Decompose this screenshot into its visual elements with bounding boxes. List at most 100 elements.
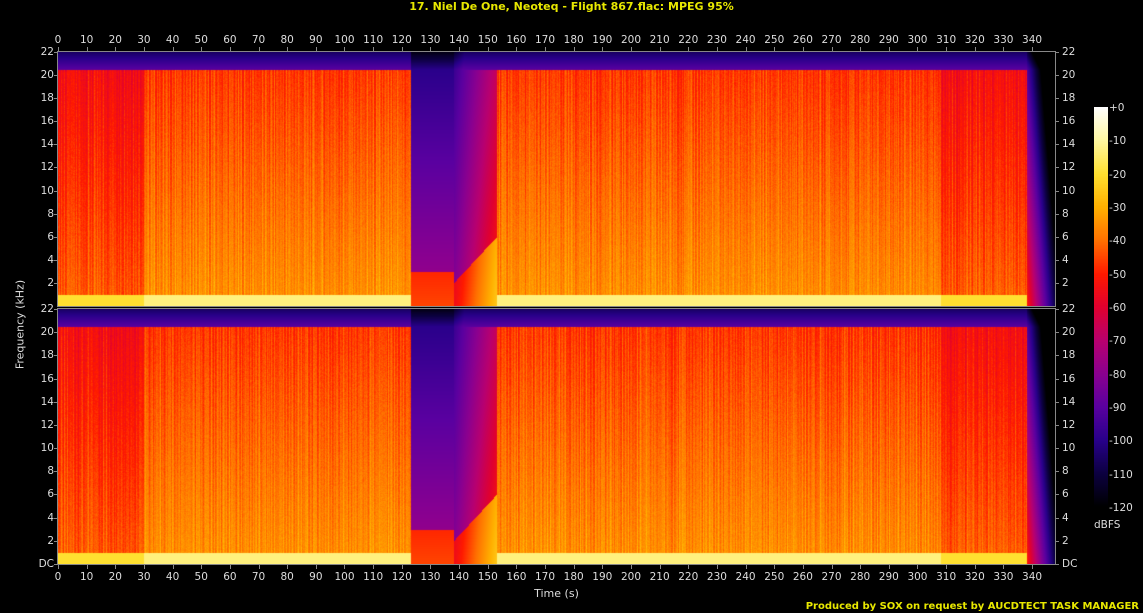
y-tick-label: 16: [40, 372, 54, 385]
y-tick-mark: [54, 378, 58, 380]
y-tick-mark: [54, 517, 58, 519]
x-tick-mark: [201, 47, 203, 51]
colorbar-tick-label: -90: [1109, 402, 1127, 414]
colorbar-tick-label: -30: [1109, 202, 1127, 214]
x-tick-label: 60: [223, 571, 237, 583]
x-tick-label: 310: [936, 571, 957, 583]
x-tick-mark: [659, 47, 661, 51]
y-tick-label: 6: [47, 488, 54, 501]
x-tick-label-top: 240: [735, 34, 756, 46]
x-tick-mark: [258, 47, 260, 51]
y-tick-mark: [54, 98, 58, 100]
y-tick-label: DC: [38, 558, 54, 570]
plot-frame: [57, 51, 1056, 307]
x-tick-label: 90: [309, 571, 323, 583]
x-tick-mark: [86, 565, 88, 569]
x-tick-mark: [86, 47, 88, 51]
y-tick-mark: [1055, 144, 1059, 146]
y-tick-mark: [54, 332, 58, 334]
y-tick-label: 12: [40, 418, 54, 431]
x-tick-label: 290: [878, 571, 899, 583]
x-tick-mark: [143, 565, 145, 569]
x-tick-mark: [487, 47, 489, 51]
x-tick-label: 140: [449, 571, 470, 583]
x-tick-mark: [917, 47, 919, 51]
x-tick-label: 30: [137, 571, 151, 583]
x-tick-label: 160: [506, 571, 527, 583]
x-tick-label-top: 250: [764, 34, 785, 46]
y-tick-mark: [54, 471, 58, 473]
y-tick-mark: [1055, 98, 1059, 100]
x-tick-mark: [630, 47, 632, 51]
x-tick-label-top: 180: [563, 34, 584, 46]
y-tick-mark: [1055, 52, 1059, 53]
y-tick-mark: [1055, 355, 1059, 357]
x-tick-label-top: 330: [993, 34, 1014, 46]
x-tick-mark: [115, 565, 117, 569]
x-tick-mark: [831, 47, 833, 51]
x-tick-mark: [58, 47, 59, 51]
x-tick-label-top: 120: [391, 34, 412, 46]
y-tick-label: 16: [40, 115, 54, 128]
x-tick-label: 220: [678, 571, 699, 583]
y-tick-mark: [54, 190, 58, 192]
x-tick-mark: [287, 47, 289, 51]
y-tick-mark: [1055, 332, 1059, 334]
x-tick-mark: [774, 565, 776, 569]
y-tick-label-right: 10: [1062, 442, 1076, 455]
y-tick-mark: [54, 424, 58, 426]
colorbar: [1094, 107, 1108, 507]
x-tick-mark: [172, 47, 174, 51]
x-tick-mark: [974, 565, 976, 569]
x-tick-label-top: 20: [108, 34, 122, 46]
x-tick-label: 240: [735, 571, 756, 583]
y-tick-label-right: 4: [1062, 511, 1069, 524]
x-tick-mark: [258, 565, 260, 569]
y-tick-label: 10: [40, 184, 54, 197]
y-tick-label-right: 12: [1062, 161, 1076, 174]
x-tick-label: 20: [108, 571, 122, 583]
x-tick-label-top: 10: [79, 34, 94, 46]
y-tick-mark: [54, 52, 58, 53]
y-tick-mark: [1055, 401, 1059, 403]
y-tick-mark: [1055, 282, 1059, 284]
x-tick-mark: [459, 47, 461, 51]
plot-frame: [57, 308, 1056, 565]
x-tick-label-top: 190: [592, 34, 613, 46]
x-tick-label-top: 150: [477, 34, 498, 46]
y-tick-mark: [1055, 564, 1059, 565]
x-tick-label-top: 130: [420, 34, 441, 46]
x-tick-mark: [860, 47, 862, 51]
y-tick-label: 14: [40, 138, 54, 151]
y-tick-mark: [54, 401, 58, 403]
y-tick-mark: [54, 448, 58, 450]
x-tick-label: 100: [334, 571, 355, 583]
x-tick-label: 320: [964, 571, 985, 583]
y-tick-label: 18: [40, 92, 54, 105]
x-tick-label: 210: [649, 571, 670, 583]
x-tick-mark: [516, 47, 518, 51]
x-tick-mark: [1003, 565, 1005, 569]
x-tick-mark: [745, 47, 747, 51]
y-tick-mark: [1055, 213, 1059, 215]
x-tick-label-top: 30: [137, 34, 151, 46]
colorbar-tick-label: -80: [1109, 368, 1127, 381]
y-tick-label: 4: [47, 511, 54, 524]
x-tick-mark: [716, 47, 718, 51]
x-tick-label: 80: [280, 571, 294, 583]
y-tick-label-right: 2: [1062, 534, 1069, 547]
y-tick-mark: [54, 144, 58, 146]
y-tick-label-right: 20: [1062, 326, 1076, 339]
x-tick-mark: [888, 565, 890, 569]
y-tick-label-right: 20: [1062, 69, 1076, 82]
x-tick-mark: [229, 565, 231, 569]
x-tick-label-top: 80: [280, 34, 294, 46]
y-tick-mark: [1055, 494, 1059, 496]
x-tick-label-top: 270: [821, 34, 842, 46]
y-tick-mark: [1055, 259, 1059, 261]
y-tick-mark: [1055, 190, 1059, 192]
x-tick-mark: [1003, 47, 1005, 51]
y-tick-mark: [1055, 75, 1059, 77]
x-tick-label: 300: [907, 571, 928, 583]
x-tick-label: 70: [251, 571, 266, 583]
